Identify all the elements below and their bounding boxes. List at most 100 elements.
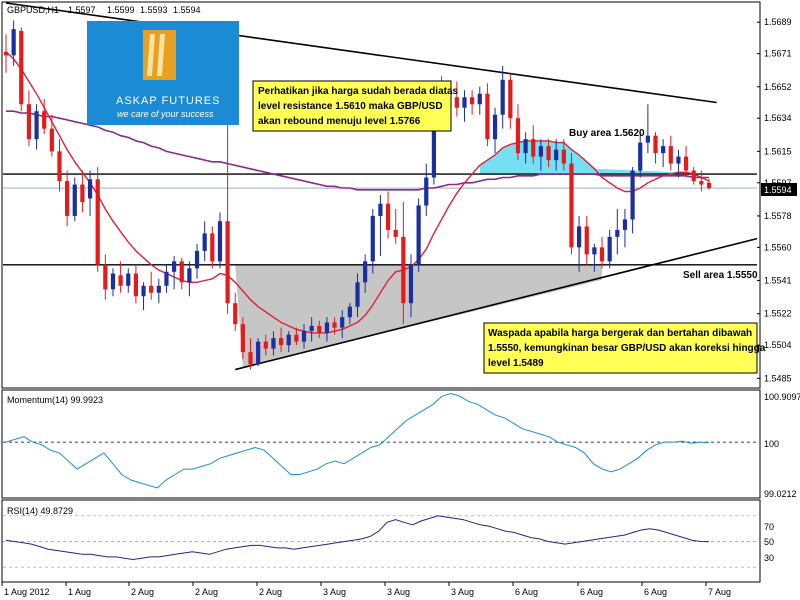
candle-body <box>576 226 582 248</box>
candle <box>699 170 704 192</box>
candle <box>248 338 253 370</box>
candle-body <box>133 273 139 297</box>
rsi-label: RSI(14) 49.8729 <box>7 506 73 516</box>
candle-body <box>500 79 505 115</box>
candle-body <box>65 181 70 216</box>
candle-body <box>179 261 184 283</box>
momentum-line <box>5 392 710 489</box>
candle <box>210 226 215 269</box>
momentum-indicator <box>3 392 757 489</box>
candle-body <box>80 184 85 202</box>
candle-body <box>11 29 16 56</box>
ohlc-low: 1.5593 <box>140 5 168 15</box>
rsi-tick-70: 70 <box>764 522 774 532</box>
ohlc-open: 1.5597 <box>68 5 96 15</box>
candle-body <box>424 177 429 206</box>
candle-body <box>561 149 566 164</box>
candle <box>706 179 712 190</box>
candle-body <box>538 146 543 157</box>
candle <box>378 195 383 257</box>
price-tick-label: 1.5597 <box>764 178 792 188</box>
candle <box>49 114 54 157</box>
candle-body <box>431 90 437 178</box>
candle-body <box>706 182 712 189</box>
candle <box>233 292 238 332</box>
candle-body <box>378 203 383 216</box>
rsi-tick-50: 50 <box>764 537 774 547</box>
candle <box>87 170 93 216</box>
candle <box>141 282 146 311</box>
candle <box>508 72 513 129</box>
price-tick-label: 1.5522 <box>764 309 792 319</box>
trendline-1 <box>235 237 758 371</box>
ma-fast-line <box>5 51 710 334</box>
rsi-tick-30: 30 <box>764 553 774 563</box>
candle-body <box>194 250 200 269</box>
candle <box>278 327 284 353</box>
note-top-line-1: Perhatikan jika harga sudah berada diata… <box>258 86 459 97</box>
price-tick-label: 1.5671 <box>764 49 792 59</box>
candle <box>19 27 24 112</box>
sell-area-fill <box>235 264 603 368</box>
buy-area-label: Buy area 1.5620 <box>569 128 645 139</box>
candle-body <box>355 282 360 307</box>
candle-body <box>408 264 414 304</box>
candle-body <box>462 97 467 108</box>
candle <box>561 139 566 171</box>
candle-body <box>294 334 299 342</box>
candle-body <box>492 114 498 140</box>
time-tick-label: 1 Aug <box>68 587 91 597</box>
time-tick-label: 6 Aug <box>644 587 667 597</box>
candle <box>599 236 605 269</box>
note-bottom-line-3: level 1.5489 <box>488 358 544 369</box>
sell-area-label: Sell area 1.5550 <box>683 270 758 281</box>
candle <box>179 257 184 290</box>
candle-body <box>485 93 490 140</box>
candle-body <box>699 181 704 185</box>
candle <box>263 334 268 356</box>
candle-body <box>630 170 635 220</box>
candle <box>408 254 414 318</box>
candle <box>194 243 200 279</box>
candle-body <box>3 51 9 56</box>
candle <box>164 264 169 293</box>
price-tick-label: 1.5652 <box>764 82 792 92</box>
candle-body <box>118 275 123 286</box>
candle <box>340 310 345 339</box>
candle-body <box>523 139 528 154</box>
ma-slow-line <box>6 110 709 191</box>
candle <box>683 146 689 178</box>
candle <box>217 212 223 269</box>
price-axis: 1.56891.56711.56521.56341.56151.55971.55… <box>757 17 792 383</box>
candle <box>294 327 299 346</box>
candle <box>676 149 681 178</box>
candle <box>515 104 521 161</box>
candle-body <box>622 219 628 230</box>
candle <box>592 243 597 272</box>
askap-logo: ASKAP FUTURES we care of your success <box>87 21 239 125</box>
candle <box>118 261 123 293</box>
price-tick-label: 1.5689 <box>764 17 792 27</box>
candle-body <box>225 221 230 304</box>
candle <box>126 268 131 293</box>
candle <box>347 303 352 325</box>
candle <box>187 261 192 297</box>
candle <box>492 107 498 154</box>
candle-body <box>645 135 650 143</box>
candle-body <box>661 146 666 154</box>
candle-body <box>42 111 47 129</box>
candle-body <box>202 233 207 251</box>
candle <box>576 215 582 272</box>
candle-body <box>347 306 352 318</box>
candle-body <box>317 325 322 333</box>
candle-body <box>103 264 108 290</box>
candle-body <box>363 261 368 283</box>
time-axis: 1 Aug 2012 1 Aug 2 Aug 2 Aug 2 Aug 3 Aug 3 Aug… <box>1 582 731 597</box>
candle <box>11 20 16 66</box>
note-top-line-2: level resistance 1.5610 maka GBP/USD <box>258 101 443 112</box>
candle-body <box>546 146 551 161</box>
candle <box>370 208 375 274</box>
candle-body <box>401 236 406 304</box>
candle-body <box>286 334 291 346</box>
